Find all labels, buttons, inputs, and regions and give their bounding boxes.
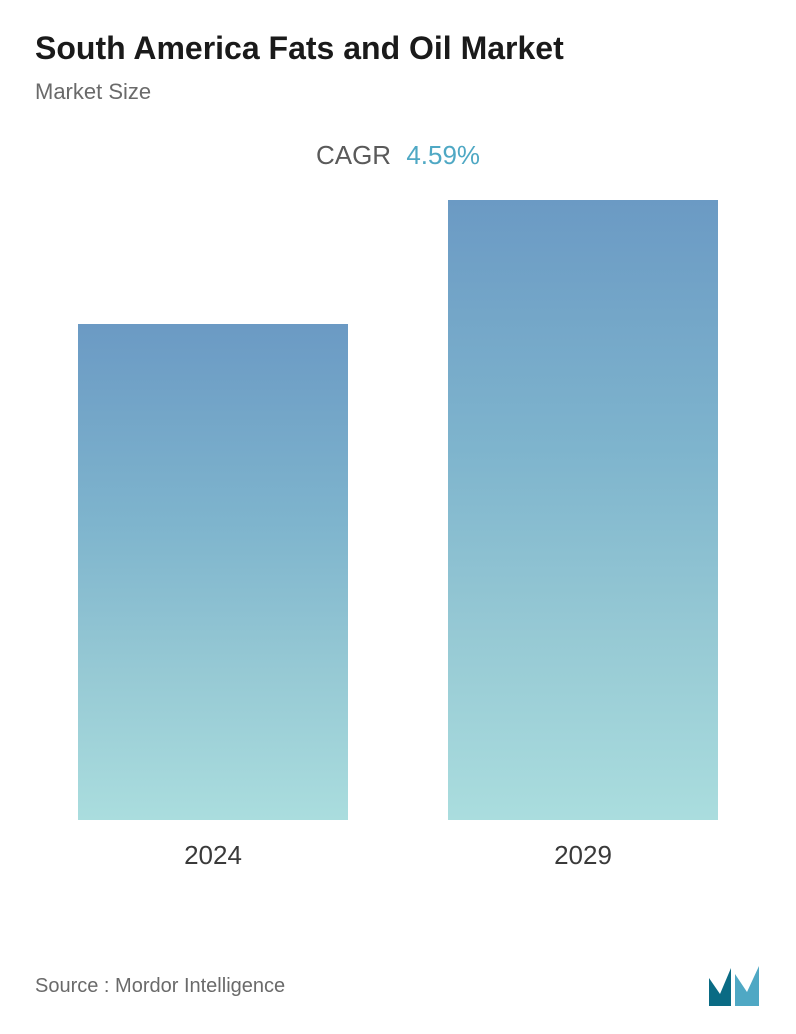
bar-label: 2024 [184, 840, 242, 871]
bar [78, 324, 348, 820]
bar-chart: 2024 2029 [35, 231, 761, 871]
cagr-label: CAGR [316, 140, 391, 170]
chart-footer: Source : Mordor Intelligence [35, 966, 761, 1006]
chart-subtitle: Market Size [35, 79, 761, 105]
bar [448, 200, 718, 820]
bar-group: 2024 [78, 324, 348, 871]
bar-group: 2029 [448, 200, 718, 871]
mordor-logo-icon [709, 966, 761, 1006]
chart-title: South America Fats and Oil Market [35, 30, 761, 67]
cagr-value: 4.59% [406, 140, 480, 170]
cagr-row: CAGR 4.59% [35, 140, 761, 171]
source-text: Source : Mordor Intelligence [35, 975, 285, 998]
bar-label: 2029 [554, 840, 612, 871]
